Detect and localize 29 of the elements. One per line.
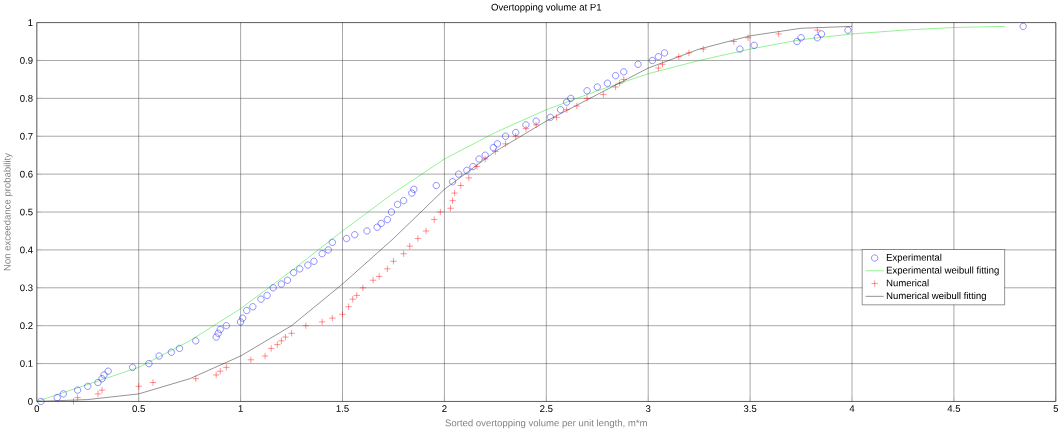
- x-tick-label: 4.5: [947, 405, 961, 413]
- chart-title: Overtopping volume at P1: [491, 3, 602, 13]
- y-axis-title: Non exceedance probability: [3, 153, 13, 271]
- legend-label: Numerical: [886, 279, 929, 287]
- x-tick-label: 3.5: [743, 405, 757, 413]
- y-tick-label: 0.3: [20, 284, 33, 292]
- x-tick-label: 1.5: [336, 405, 349, 413]
- y-tick-label: 1: [28, 19, 33, 26]
- y-tick-label: 0.5: [20, 208, 33, 216]
- x-tick-label: 0: [34, 405, 40, 413]
- y-tick-label: 0.7: [20, 132, 33, 140]
- x-tick-label: 2: [442, 405, 447, 413]
- x-axis-title: Sorted overtopping volume per unit length, m*m: [445, 419, 647, 429]
- x-tick-label: 4: [849, 405, 855, 412]
- y-tick-label: 0.2: [20, 322, 33, 330]
- x-tick-label: 0.5: [132, 405, 145, 413]
- y-tick-label: 0.9: [20, 57, 33, 64]
- x-tick-label: 5: [1053, 405, 1059, 413]
- x-tick-label: 1: [238, 405, 243, 412]
- legend-label: Numerical weibull fitting: [886, 292, 986, 302]
- y-tick-label: 0.8: [20, 95, 33, 102]
- x-tick-label: 2.5: [540, 405, 553, 413]
- y-tick-label: 0.4: [20, 246, 33, 254]
- legend-label: Experimental: [886, 253, 942, 263]
- y-tick-label: 0.1: [20, 360, 33, 368]
- x-tick-label: 3: [645, 405, 651, 413]
- y-tick-label: 0.6: [20, 170, 33, 178]
- legend-label: Experimental weibull fitting: [886, 266, 999, 276]
- y-tick-label: 0: [28, 398, 33, 405]
